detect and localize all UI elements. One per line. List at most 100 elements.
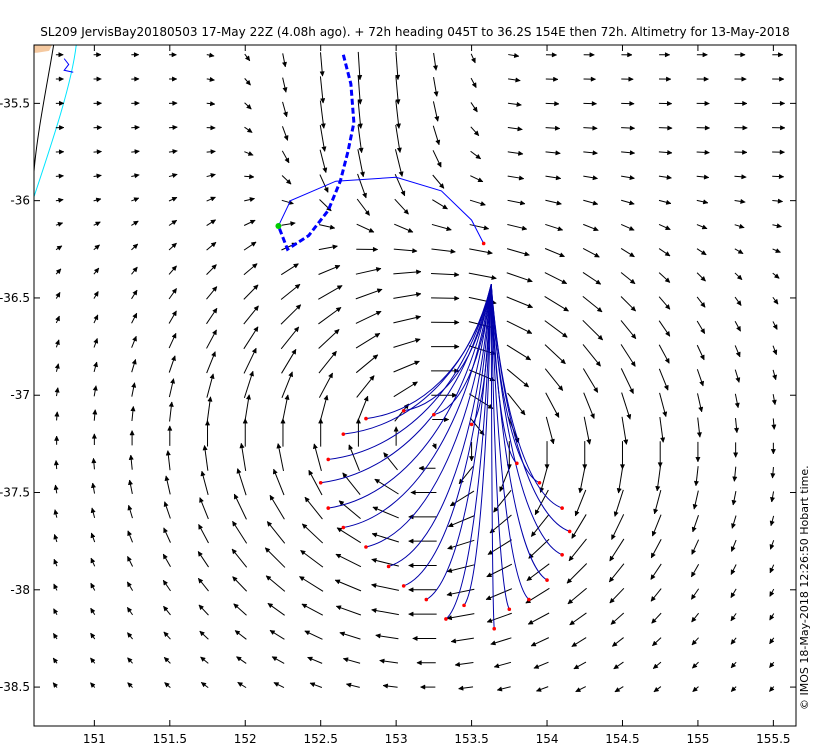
trajectory-endpoint [326,457,331,462]
current-vector [507,101,522,107]
current-vector [692,686,699,693]
current-vector [357,124,364,154]
current-vector [93,221,101,227]
current-vector [395,51,401,81]
current-vector [168,378,176,398]
current-vector [545,416,555,445]
current-vector [771,418,777,431]
current-vector [244,126,253,133]
current-vector [535,686,549,692]
current-vector [243,305,259,325]
current-vector [168,173,178,179]
current-vector [611,514,625,541]
current-vector [164,475,171,495]
current-vector [620,344,636,367]
current-vector [544,368,564,392]
current-vector [613,661,624,670]
current-vector [544,320,568,338]
current-vector [206,396,213,423]
trajectory-endpoint [424,597,429,602]
current-vector [530,637,550,647]
trajectory-endpoint [545,578,549,582]
current-vector [582,247,600,258]
current-vector [696,344,705,361]
current-vector [621,76,634,82]
current-vector [244,53,251,62]
current-vector [90,607,96,616]
current-vector [206,219,217,226]
current-vector [131,243,139,251]
current-vector [355,267,382,275]
current-vector [54,411,60,421]
current-vector [469,248,493,255]
current-vector [608,563,625,583]
current-vector [419,684,436,690]
current-vector [355,310,382,324]
current-vector [348,444,360,471]
current-vector [469,224,490,231]
current-vector [232,520,248,544]
current-vector [545,392,560,418]
current-vector [243,263,258,276]
current-vector [244,197,256,203]
current-vector [163,631,171,640]
current-vector [470,126,480,137]
current-vector [269,494,285,520]
current-vector [610,612,625,625]
current-vector [734,198,746,204]
current-vector [382,683,398,689]
current-vector [244,102,252,110]
current-vector [300,549,324,568]
trajectory-endpoint [560,552,564,557]
current-vector [658,100,673,107]
current-vector [127,632,133,640]
trajectory-endpoint [364,416,368,421]
current-vector [93,149,103,155]
current-vector [93,197,102,203]
current-vector [93,76,102,82]
current-vector [93,361,99,373]
current-vector [93,267,100,275]
current-vector [90,557,96,567]
current-vector [734,125,748,131]
current-vector [90,532,96,543]
current-vector [55,100,65,106]
isobath-line [34,45,77,197]
current-vector [319,394,329,423]
current-vector [730,613,737,622]
current-vector [507,150,524,156]
current-vector [653,686,662,693]
current-vector [131,266,138,275]
current-vector [545,52,558,58]
current-vector [772,100,786,106]
current-vector [621,52,633,58]
current-vector [280,263,299,276]
current-vector [533,661,549,669]
current-vector [567,587,587,605]
trajectory-endpoint [364,545,368,549]
current-vector [568,538,587,562]
current-vector [658,125,673,131]
current-vector [374,478,399,495]
current-vector [168,355,176,373]
current-vector [408,562,437,569]
x-tick-label: 155.5 [756,732,790,746]
current-vector [235,656,247,664]
current-vector [658,174,673,180]
trajectory-endpoint [401,584,406,588]
current-vector [621,175,636,181]
current-vector [318,350,337,374]
current-vector [394,198,409,215]
planned-path [277,176,485,244]
x-tick-label: 151 [83,732,106,746]
trajectory-endpoint [560,506,564,510]
current-vector [734,149,748,155]
current-vector [231,548,248,568]
current-vector [486,612,512,623]
current-vector [309,682,323,688]
current-vector [318,285,343,300]
current-vector [280,326,300,350]
current-vector [692,490,699,510]
current-vector [131,220,139,226]
current-vector [393,291,422,299]
